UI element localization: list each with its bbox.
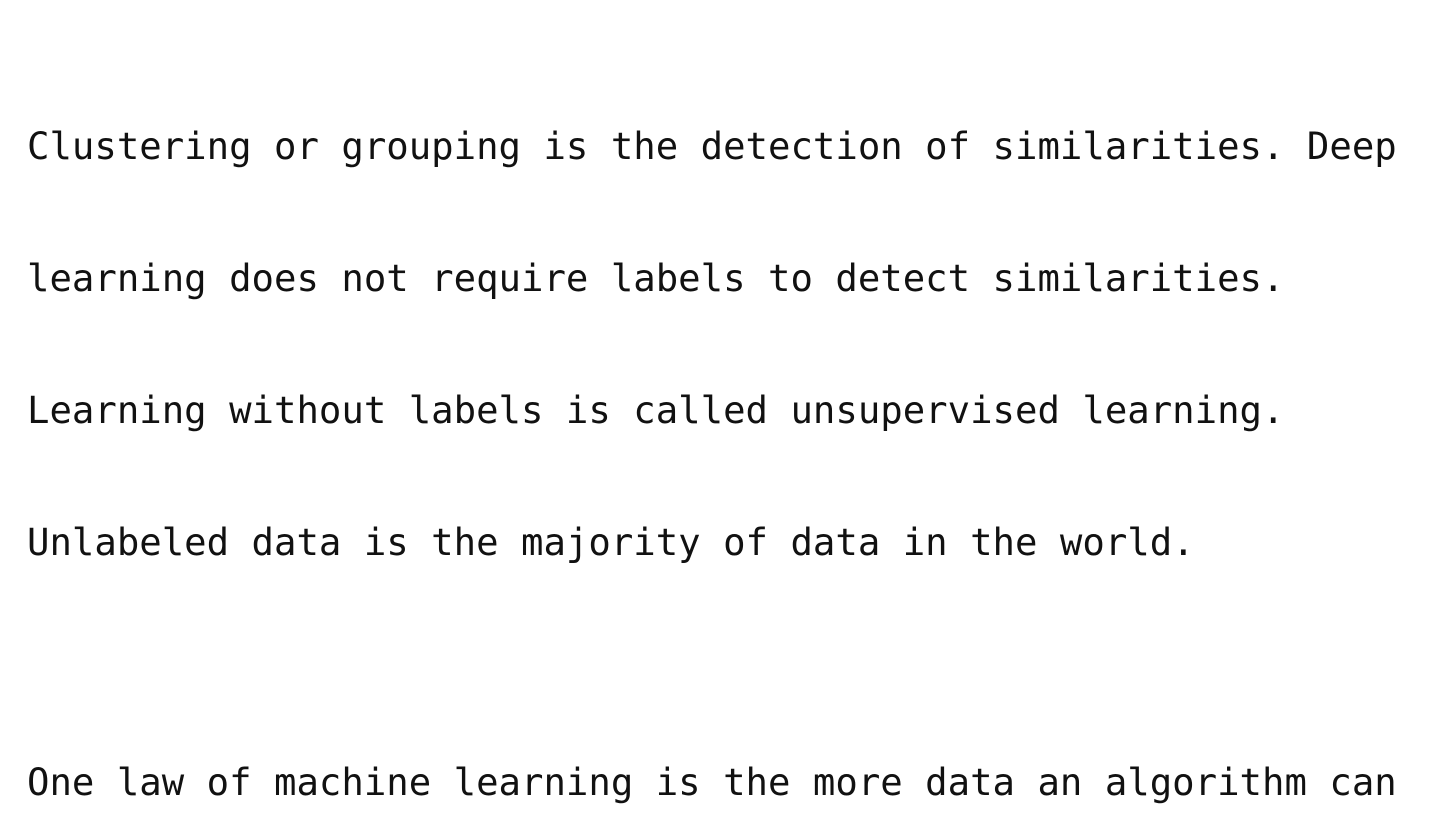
text-line: One law of machine learning is the more … — [27, 760, 1397, 804]
document-body: Clustering or grouping is the detection … — [27, 36, 1437, 826]
text-line: Unlabeled data is the majority of data i… — [27, 520, 1195, 564]
text-line: Learning without labels is called unsupe… — [27, 388, 1285, 432]
text-line: Clustering or grouping is the detection … — [27, 124, 1397, 168]
paragraph-clustering: Clustering or grouping is the detection … — [27, 36, 1437, 652]
text-line: learning does not require labels to dete… — [27, 256, 1285, 300]
paragraph-data-law: One law of machine learning is the more … — [27, 672, 1437, 826]
